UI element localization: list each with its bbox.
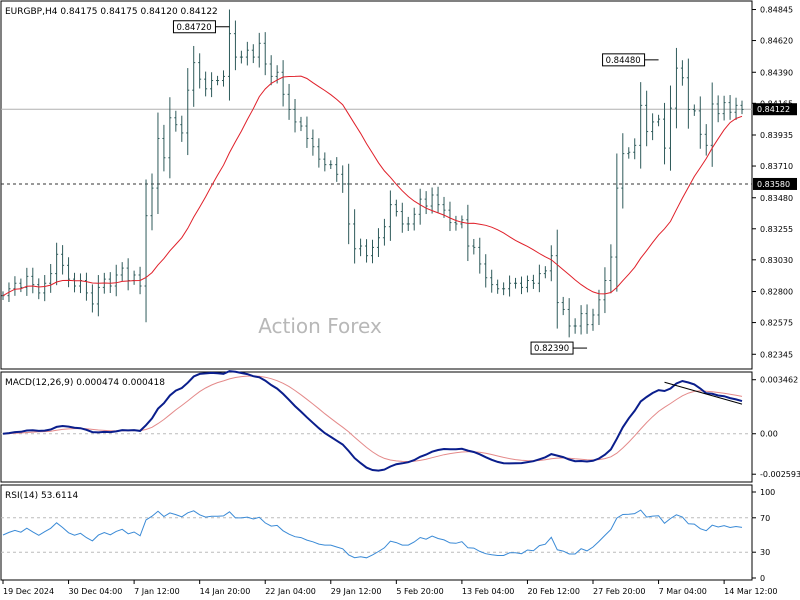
time-axis-label: 30 Dec 04:00: [69, 587, 123, 596]
price-annotation-label: 0.84720: [176, 23, 211, 33]
current-price-box-label: 0.84122: [757, 105, 790, 114]
macd-axis-label: 0.003462: [760, 376, 798, 385]
rsi-panel-frame: [0, 484, 753, 581]
macd-line: [2, 370, 743, 472]
price-axis-label: 0.84845: [760, 6, 793, 15]
price-axis-label: 0.82800: [760, 288, 793, 297]
rsi-line: [2, 509, 743, 559]
rsi-axis-label: 30: [760, 548, 770, 557]
sma-line: [2, 75, 743, 297]
macd-axis-label: -0.002593: [760, 470, 800, 479]
macd-axis-label: 0.00: [760, 430, 778, 439]
time-axis-label: 27 Feb 20:00: [593, 587, 645, 596]
current-price-box: [753, 103, 797, 116]
price-axis-label: 0.84620: [760, 37, 793, 46]
time-axis-label: 29 Jan 12:00: [331, 587, 382, 596]
macd-trendline: [664, 381, 743, 405]
time-axis: 19 Dec 2024 30 Dec 04:00 7 Jan 12:00 14 Jan…: [2, 580, 778, 596]
rsi-axis-label: 100: [760, 488, 775, 497]
watermark: Action Forex: [258, 314, 382, 338]
level-price-box: [753, 177, 797, 190]
price-axis-label: 0.83480: [760, 194, 793, 203]
level-price-box-label: 0.83580: [757, 180, 790, 189]
symbol-header: EURGBP,H4 0.84175 0.84175 0.84120 0.8412…: [5, 7, 218, 17]
time-axis-label: 13 Feb 04:00: [462, 587, 514, 596]
price-annotation-label: 0.82390: [534, 344, 569, 354]
price-annotation-label: 0.84480: [606, 56, 641, 66]
time-axis-label: 7 Jan 12:00: [134, 587, 180, 596]
price-axis-label: 0.83710: [760, 162, 793, 171]
time-axis-label: 14 Mar 12:00: [724, 587, 777, 596]
price-axis-label: 0.82575: [760, 319, 793, 328]
time-axis-label: 22 Jan 04:00: [265, 587, 316, 596]
price-axis-label: 0.84390: [760, 68, 793, 77]
time-axis-label: 20 Feb 12:00: [527, 587, 579, 596]
price-axis-label: 0.83255: [760, 225, 793, 234]
price-axis-label: 0.82345: [760, 350, 793, 359]
rsi-axis-label: 70: [760, 514, 770, 523]
time-axis-label: 7 Mar 04:00: [659, 587, 707, 596]
price-panel: EURGBP,H4 0.84175 0.84175 0.84120 0.8412…: [0, 0, 797, 370]
macd-panel-frame: [0, 371, 753, 483]
rsi-axis-label: 0: [760, 574, 765, 583]
macd-panel: MACD(12,26,9) 0.000474 0.000418 0.003462…: [0, 370, 800, 483]
time-axis-label: 14 Jan 20:00: [200, 587, 251, 596]
time-axis-label: 19 Dec 2024: [3, 587, 54, 596]
rsi-label: RSI(14) 53.6114: [5, 491, 78, 501]
price-axis-label: 0.83935: [760, 131, 793, 140]
macd-label: MACD(12,26,9) 0.000474 0.000418: [5, 378, 165, 388]
price-axis-label: 0.83030: [760, 256, 793, 265]
price-panel-frame: [0, 0, 753, 370]
time-axis-label: 5 Feb 20:00: [396, 587, 443, 596]
rsi-panel: RSI(14) 53.6114 100 70 30 0: [0, 484, 775, 583]
macd-signal-line: [2, 375, 743, 463]
